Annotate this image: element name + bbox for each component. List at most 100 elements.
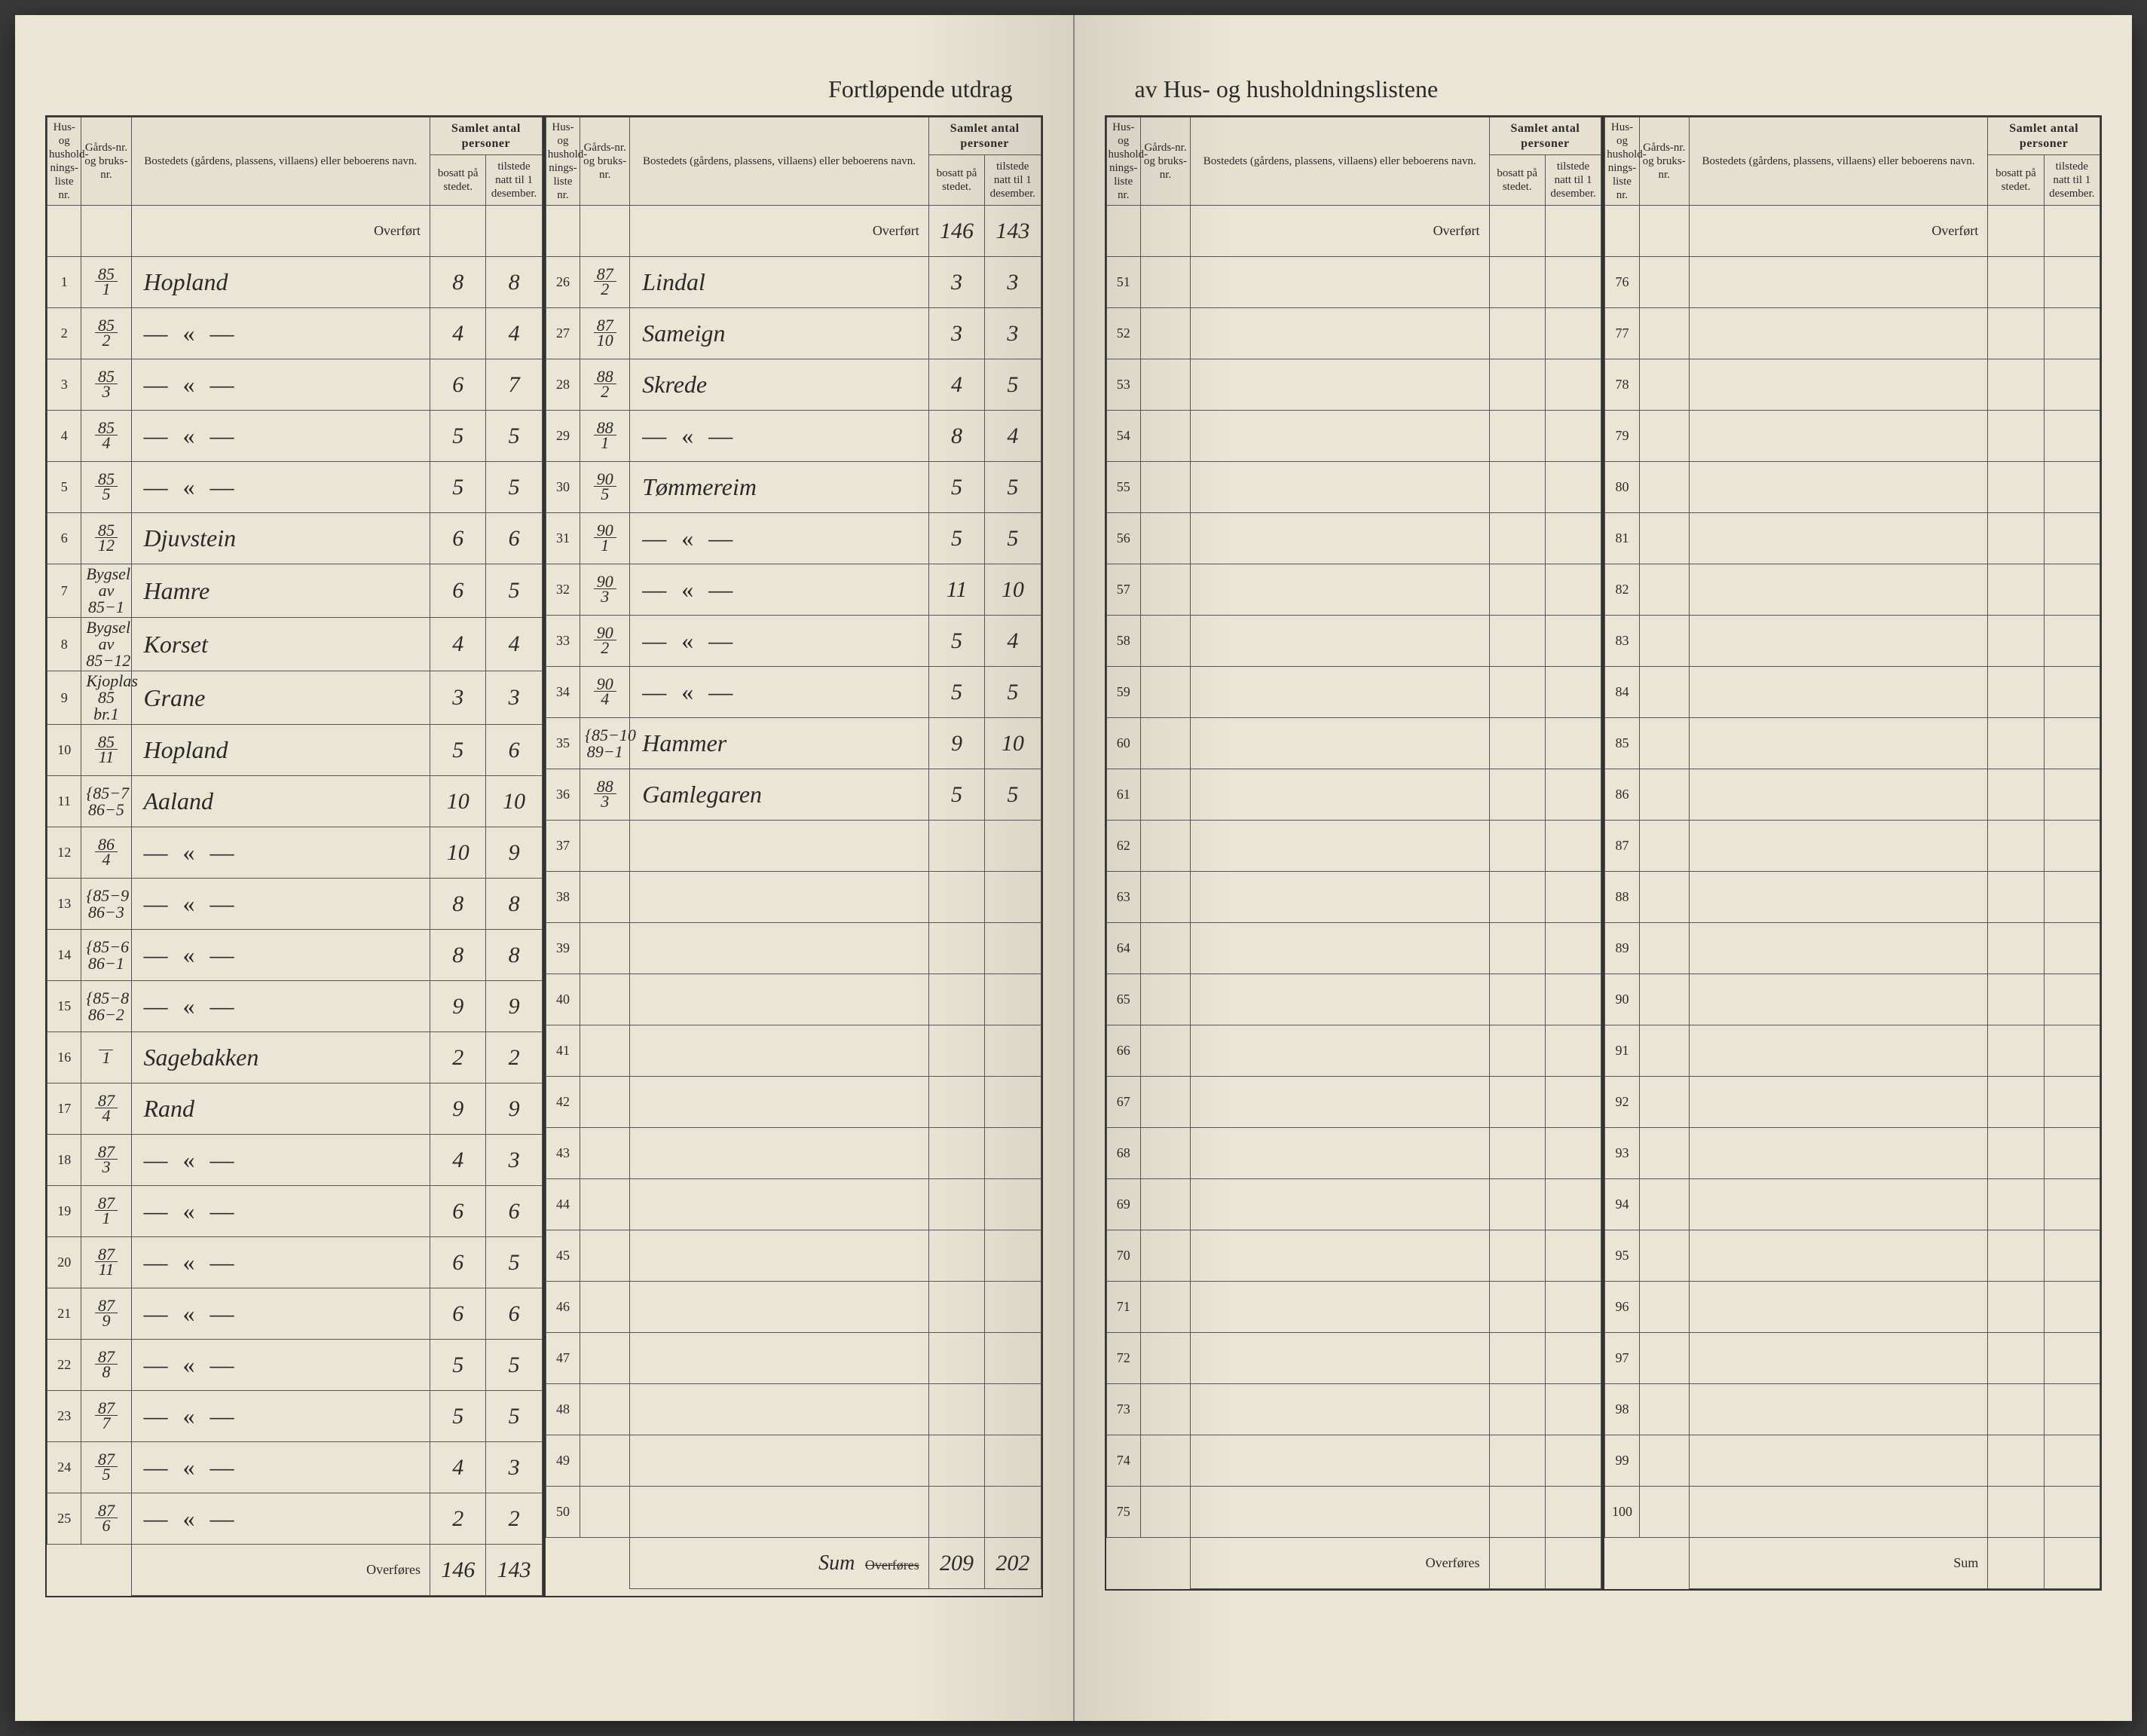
row-num: 19 (47, 1186, 81, 1237)
hdr-gard: Gårds-nr. og bruks-nr. (81, 118, 131, 206)
gard-cell: 879 (81, 1288, 131, 1340)
row-num: 4 (47, 411, 81, 462)
row-num: 41 (546, 1025, 580, 1077)
gard-cell (580, 923, 630, 974)
name-cell (1191, 718, 1490, 769)
bosatt-cell: 3 (928, 308, 984, 359)
footer-bosatt (1988, 1538, 2044, 1589)
row-num: 52 (1106, 308, 1140, 359)
tilstede-cell: 5 (985, 667, 1041, 718)
gard-cell (580, 1282, 630, 1333)
row-num: 36 (546, 769, 580, 821)
name-cell (1689, 1282, 1988, 1333)
name-cell: Djuvstein (131, 513, 430, 564)
tilstede-cell: 2 (486, 1493, 542, 1545)
name-cell: — « — (630, 564, 929, 616)
table-row: 22878— « —55 (47, 1340, 543, 1391)
row-num: 21 (47, 1288, 81, 1340)
table-row: 97 (1605, 1333, 2100, 1384)
table-row: 25876— « —22 (47, 1493, 543, 1545)
row-num: 28 (546, 359, 580, 411)
name-cell (630, 1179, 929, 1230)
row-num: 66 (1106, 1025, 1140, 1077)
gard-cell (1140, 462, 1190, 513)
tilstede-cell (985, 1435, 1041, 1487)
gard-cell (580, 1487, 630, 1538)
bosatt-cell: 8 (928, 411, 984, 462)
row-num: 99 (1605, 1435, 1639, 1487)
name-cell: — « — (131, 308, 430, 359)
bosatt-cell: 2 (430, 1032, 486, 1083)
name-cell (630, 1077, 929, 1128)
right-page: av Hus- og husholdningslistene Hus- og h… (1075, 15, 2133, 1721)
row-num: 97 (1605, 1333, 1639, 1384)
gard-cell: 8710 (580, 308, 630, 359)
table-row: 35{85−10 89−1Hammer910 (546, 718, 1041, 769)
gard-cell: 874 (81, 1083, 131, 1135)
row-num: 42 (546, 1077, 580, 1128)
row-num: 46 (546, 1282, 580, 1333)
gard-cell: 905 (580, 462, 630, 513)
table-row: 58 (1106, 616, 1601, 667)
name-cell (1191, 1025, 1490, 1077)
bosatt-cell: 6 (430, 513, 486, 564)
tilstede-cell (985, 1179, 1041, 1230)
bosatt-cell: 4 (430, 1442, 486, 1493)
table-row: 56 (1106, 513, 1601, 564)
carry-row: Overført (47, 206, 543, 257)
bosatt-cell (1988, 1179, 2044, 1230)
gard-cell: 877 (81, 1391, 131, 1442)
table-row: 79 (1605, 411, 2100, 462)
panel-3: Hus- og hushold-nings-liste nr.Gårds-nr.… (1105, 115, 1604, 1591)
tilstede-cell (2044, 1025, 2100, 1077)
bosatt-cell (1988, 667, 2044, 718)
tilstede-cell (1545, 974, 1601, 1025)
name-cell (1689, 1128, 1988, 1179)
gard-cell (580, 872, 630, 923)
gard-cell: 854 (81, 411, 131, 462)
gard-cell: 878 (81, 1340, 131, 1391)
table-row: 95 (1605, 1230, 2100, 1282)
row-num: 90 (1605, 974, 1639, 1025)
table-row: 54 (1106, 411, 1601, 462)
row-num: 70 (1106, 1230, 1140, 1282)
table-row: 208711— « —65 (47, 1237, 543, 1288)
tilstede-cell (1545, 872, 1601, 923)
overfort-label: Overført (1191, 206, 1490, 257)
table-row: 278710Sameign33 (546, 308, 1041, 359)
bosatt-cell (1489, 411, 1545, 462)
gard-cell: 872 (580, 257, 630, 308)
hdr-samlet: Samlet antal personer (430, 118, 543, 155)
name-cell (630, 872, 929, 923)
tilstede-cell (1545, 1487, 1601, 1538)
table-row: 62 (1106, 821, 1601, 872)
name-cell (1689, 821, 1988, 872)
row-num: 82 (1605, 564, 1639, 616)
gard-cell (1140, 1230, 1190, 1282)
name-cell (1689, 1025, 1988, 1077)
tilstede-cell (2044, 923, 2100, 974)
row-num: 81 (1605, 513, 1639, 564)
hdr-bosted: Bostedets (gårdens, plassens, villaens) … (1689, 118, 1988, 206)
name-cell (1191, 564, 1490, 616)
tilstede-cell (1545, 1077, 1601, 1128)
row-num: 87 (1605, 821, 1639, 872)
row-num: 50 (546, 1487, 580, 1538)
gard-cell (1639, 1282, 1689, 1333)
bosatt-cell (1489, 359, 1545, 411)
table-row: 81 (1605, 513, 2100, 564)
gard-cell (1140, 1384, 1190, 1435)
row-num: 79 (1605, 411, 1639, 462)
table-row: 76 (1605, 257, 2100, 308)
bosatt-cell (1988, 1435, 2044, 1487)
bosatt-cell: 5 (928, 462, 984, 513)
overfort-label: Overført (1689, 206, 1988, 257)
tilstede-cell: 4 (985, 411, 1041, 462)
tilstede-cell (2044, 513, 2100, 564)
row-num: 83 (1605, 616, 1639, 667)
row-num: 32 (546, 564, 580, 616)
row-num: 43 (546, 1128, 580, 1179)
bosatt-cell (928, 923, 984, 974)
bosatt-cell (1988, 974, 2044, 1025)
tilstede-cell (985, 1128, 1041, 1179)
